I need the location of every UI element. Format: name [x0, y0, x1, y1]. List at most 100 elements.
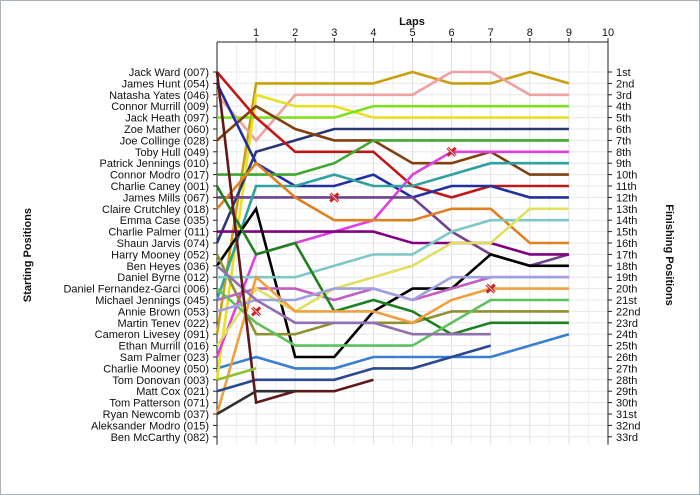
series-line [215, 185, 569, 336]
finishing-position-label: 32nd [616, 420, 640, 432]
finishing-position-label: 22nd [616, 306, 640, 318]
series-line [215, 205, 569, 359]
finishing-position-label: 3rd [616, 90, 632, 102]
x-tick-label: 7 [488, 27, 494, 39]
finishing-position-label: 12th [616, 192, 637, 204]
finishing-position-label: 2nd [616, 78, 634, 90]
finishing-position-label: 10th [616, 170, 637, 182]
starting-position-label: James Hunt (054) [122, 78, 209, 90]
series-line [216, 332, 570, 370]
starting-position-label: Patrick Jennings (010) [100, 158, 209, 170]
x-tick-label: 10 [602, 27, 614, 39]
finishing-position-label: 1st [616, 67, 631, 79]
finishing-position-label: 31st [616, 409, 637, 421]
starting-position-label: Ethan Murrill (016) [119, 341, 209, 353]
starting-position-label: Connor Modro (017) [110, 170, 209, 182]
starting-position-label: James Mills (067) [123, 192, 209, 204]
finishing-position-label: 29th [616, 386, 637, 398]
finishing-position-label: 11th [616, 181, 637, 193]
finishing-position-label: 20th [616, 284, 637, 296]
x-tick-label: 6 [449, 27, 455, 39]
starting-position-label: Emma Case (035) [120, 215, 209, 227]
series-line [216, 71, 569, 199]
series-line [217, 218, 569, 279]
finishing-position-label: 28th [616, 375, 637, 387]
finishing-position-label: 30th [616, 398, 637, 410]
starting-position-label: Sam Palmer (023) [120, 352, 209, 364]
x-tick-label: 5 [409, 27, 415, 39]
finishing-position-label: 14th [616, 215, 637, 227]
series-line [216, 275, 569, 313]
starting-position-label: Annie Brown (053) [118, 306, 209, 318]
x-tick-label: 8 [527, 27, 533, 39]
crash-marker [446, 146, 457, 157]
series-line [215, 161, 569, 301]
starting-position-label: Daniel Fernandez-Garci (006) [63, 284, 209, 296]
starting-position-label: Shaun Jarvis (074) [117, 238, 209, 250]
finishing-position-label: 7th [616, 135, 631, 147]
starting-position-label: Claire Crutchley (018) [102, 204, 209, 216]
starting-position-label: Charlie Palmer (011) [108, 227, 209, 239]
starting-position-label: Michael Jennings (045) [95, 295, 209, 307]
finishing-position-label: 33rd [616, 432, 638, 444]
starting-position-label: Tom Patterson (071) [109, 398, 209, 410]
starting-position-label: Natasha Yates (046) [109, 90, 209, 102]
starting-position-label: Cameron Livesey (091) [95, 329, 209, 341]
starting-position-label: Ben Heyes (036) [126, 261, 209, 273]
y-axis-title-right: Finishing Positions [663, 204, 675, 305]
finishing-position-label: 25th [616, 341, 637, 353]
finishing-position-label: 6th [616, 124, 631, 136]
finishing-position-label: 5th [616, 113, 631, 125]
finishing-position-label: 27th [616, 363, 637, 375]
x-tick-label: 3 [331, 27, 337, 39]
series-line [215, 93, 569, 380]
finishing-position-label: 24th [616, 329, 637, 341]
series-line [216, 344, 492, 393]
starting-position-label: Connor Murrill (009) [111, 101, 209, 113]
finishing-position-label: 18th [616, 261, 637, 273]
series-line [216, 287, 569, 347]
finishing-position-label: 13th [616, 204, 637, 216]
starting-position-label: Jack Heath (097) [125, 113, 209, 125]
starting-position-label: Martin Tenev (022) [117, 318, 209, 330]
finishing-position-label: 9th [616, 158, 631, 170]
series-line [215, 127, 569, 244]
finishing-position-label: 26th [616, 352, 637, 364]
axes [213, 38, 612, 445]
x-axis-title: Laps [399, 16, 425, 28]
starting-position-label: Toby Hull (049) [135, 147, 209, 159]
series-line [215, 70, 570, 335]
starting-position-label: Aleksander Modro (015) [91, 420, 209, 432]
starting-position-label: Matt Cox (021) [136, 386, 209, 398]
finishing-position-label: 17th [616, 249, 637, 261]
starting-position-label: Charlie Caney (001) [111, 181, 209, 193]
finishing-position-label: 19th [616, 272, 637, 284]
finishing-position-label: 15th [616, 227, 637, 239]
starting-position-label: Harry Mooney (052) [111, 249, 209, 261]
x-tick-label: 9 [566, 27, 572, 39]
series-line [215, 274, 569, 415]
markers [251, 146, 496, 317]
finishing-position-label: 8th [616, 147, 631, 159]
x-tick-label: 2 [292, 27, 298, 39]
x-tick-label: 1 [253, 27, 259, 39]
series-line [217, 230, 569, 256]
starting-position-label: Joe Collinge (028) [120, 135, 209, 147]
crash-marker [485, 283, 496, 294]
series-lines [215, 70, 570, 416]
crash-marker [251, 306, 262, 317]
starting-position-label: Zoe Mather (060) [124, 124, 209, 136]
x-tick-label: 4 [370, 27, 376, 39]
series-line [216, 264, 491, 336]
finishing-position-label: 21st [616, 295, 637, 307]
series-line [216, 367, 257, 382]
y-axis-title-left: Starting Positions [22, 208, 34, 302]
finishing-position-label: 16th [616, 238, 637, 250]
labels: 1 2 3 4 5 6 7 8 9 10 Jack Ward (007)James Hunt (05… [63, 27, 640, 444]
crash-marker [329, 192, 340, 203]
finishing-position-label: 23rd [616, 318, 638, 330]
series-line [216, 389, 296, 416]
starting-position-label: Tom Donovan (003) [112, 375, 209, 387]
starting-position-label: Ryan Newcomb (037) [103, 409, 209, 421]
